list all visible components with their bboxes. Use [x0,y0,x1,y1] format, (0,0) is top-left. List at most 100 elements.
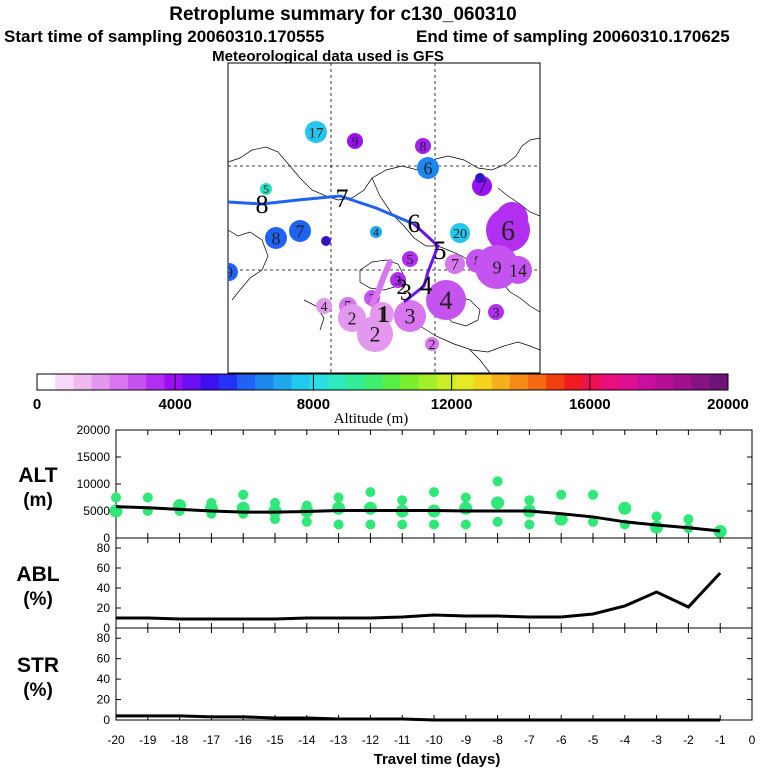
plume-circle [347,133,363,149]
altitude-point [683,514,694,525]
met-data-label: Meteorological data used is GFS [212,48,444,65]
plume-circle-label: 3 [493,306,500,321]
plume-circle-label: 3 [405,304,416,329]
altitude-point [270,514,280,525]
colorbar-cell [346,374,365,390]
altitude-point [618,501,632,515]
colorbar-cell [37,374,56,390]
colorbar-tick-label: 16000 [569,396,611,413]
colorbar-cell [73,374,93,390]
plume-circle [426,280,466,320]
altitude-point [554,512,568,526]
altitude-point [301,516,312,527]
trajectory-day-label: 7 [336,184,349,213]
x-axis-title: Travel time (days) [374,751,501,768]
x-tick-label: -9 [460,733,471,747]
x-tick-label: -13 [330,733,348,747]
y-tick-label: 80 [97,541,111,555]
y-tick-label: 20 [97,601,111,615]
x-tick-label: -20 [107,733,125,747]
coastline [497,187,540,217]
coastline [228,137,540,201]
plume-circle-label: 17 [309,125,325,141]
colorbar-cell [618,374,638,390]
colorbar-cell [218,374,238,390]
x-tick-label: 0 [749,733,756,747]
colorbar-cell [473,374,493,390]
altitude-point [524,519,535,530]
altitude-mean-line [115,505,721,533]
plume-circle [415,138,431,154]
x-tick-label: -16 [235,733,253,747]
trajectory-day-label: 8 [256,190,269,219]
y-tick-label: 5000 [83,504,110,518]
altitude-point [333,519,344,530]
plume-circle-label: 6 [323,234,329,248]
coastline [228,229,269,301]
series-line [116,714,721,722]
colorbar-cell [127,374,147,390]
colorbar-tick-label: 12000 [431,396,473,413]
altitude-point [397,495,408,506]
plume-circle [305,121,327,143]
altitude-point [111,492,121,503]
y-tick-label: 20 [97,693,111,707]
plume-circle-label: 4 [321,300,328,315]
plume-circle [260,183,272,195]
altitude-point [459,501,473,515]
x-tick-label: -11 [394,733,411,747]
y-tick-label: 80 [97,631,111,645]
plume-circle [370,302,394,326]
x-tick-label: -8 [492,733,503,747]
colorbar-tick-label: 0 [33,396,41,413]
series-line [116,571,722,621]
x-tick-label: -12 [362,733,380,747]
plume-circle-label: 1 [377,302,388,327]
trajectory-line-east [403,222,440,304]
colorbar-cell [509,374,529,390]
colorbar-cell [600,374,620,390]
plume-circle [321,236,331,246]
x-tick-label: -5 [588,733,599,747]
x-tick-label: -14 [298,733,316,747]
plume-circle-label: 7 [477,176,487,198]
y-tick-label: 10000 [77,477,111,491]
plume-circle-label: 8 [420,140,427,155]
colorbar-cell [91,374,111,390]
plume-circle-label: 8 [272,228,281,248]
plume-circle [265,227,287,249]
plume-circle-label: 5 [263,182,269,196]
altitude-point [492,516,503,527]
y-tick-label: 15000 [77,450,111,464]
y-tick-label: 60 [97,561,111,575]
altitude-point [556,489,567,500]
altitude-point [491,496,505,510]
colorbar-tick-label: 8000 [297,396,330,413]
panel-unit-label: (m) [23,490,53,511]
colorbar: 0 4000 8000 12000 16000 20000 Altitude (m) [33,373,749,427]
plume-circle-label: 2 [370,322,381,347]
trajectory-day-label: 5 [434,236,447,265]
colorbar-cell [691,374,711,390]
time-series-panels: 0 5000 10000 15000 20000 ALT (m) 0 20 40 60 80 ABL (%… [16,423,755,747]
colorbar-tick-label: 20000 [707,396,749,413]
colorbar-cell [418,374,438,390]
x-tick-label: -3 [651,733,662,747]
colorbar-cell [146,374,165,390]
plume-circle [316,298,332,314]
trajectory-day-label: 2 [397,274,408,299]
colorbar-cell [164,374,183,390]
plume-circle-label: 5 [407,253,414,268]
y-tick-label: 40 [97,672,111,686]
plume-circle-label: 20 [453,227,467,242]
y-tick-label: 0 [103,531,110,545]
figure-title: Retroplume summary for c130_060310 [169,4,516,25]
plume-circle-label: 14 [509,260,527,280]
trajectory-day-label: 3 [400,280,412,306]
plume-circle [417,157,439,179]
altitude-point [651,511,662,522]
x-tick-label: -10 [425,733,443,747]
colorbar-cell [327,374,347,390]
colorbar-cell [237,374,256,390]
